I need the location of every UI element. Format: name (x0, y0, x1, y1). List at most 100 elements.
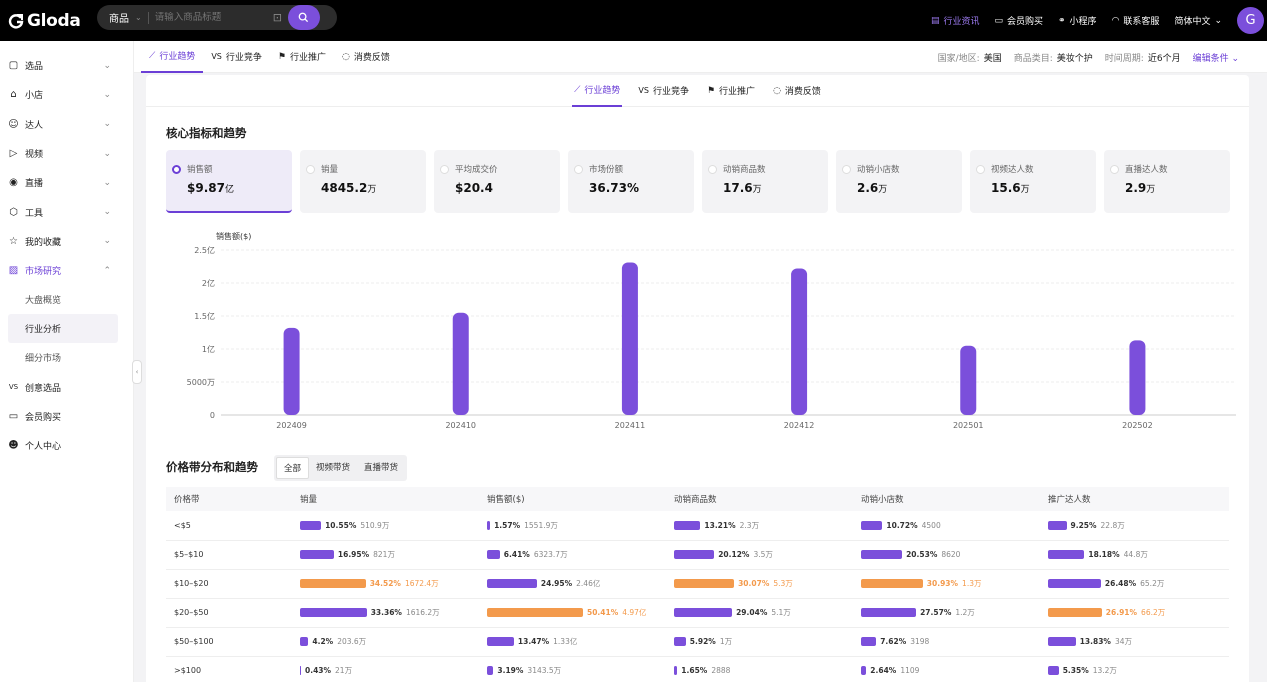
sidebar-subitem-0[interactable]: 大盘概览 (25, 296, 62, 307)
share-bar (674, 550, 715, 559)
bar[interactable] (960, 345, 977, 415)
price-band-cell: $20–$50 (166, 598, 292, 628)
tab-3[interactable]: ◌ 消费反馈 (334, 41, 398, 73)
top-nav-item-3[interactable]: ◠ 联系客服 (1112, 14, 1160, 28)
share-percent: 33.36% (370, 608, 402, 617)
sidebar-item-10[interactable]: ☻ 个人中心 (0, 431, 133, 460)
image-search-icon[interactable]: ⊡ (272, 11, 282, 24)
sidebar-item-3[interactable]: ▷ 视频 ⌄ (0, 139, 133, 168)
sidebar-item-4[interactable]: ◉ 直播 ⌄ (0, 168, 133, 197)
smile-icon: ☻ (8, 440, 19, 452)
top-nav-item-2[interactable]: ⚭ 小程序 (1058, 14, 1097, 28)
top-nav-item-0[interactable]: ▤ 行业资讯 (931, 14, 980, 28)
tab-3[interactable]: ◌ 消费反馈 (771, 75, 823, 107)
search-button[interactable] (287, 5, 320, 30)
y-tick-label: 1.5亿 (194, 311, 215, 321)
share-bar (300, 550, 334, 559)
sidebar-item-9[interactable]: ▭ 会员购买 (0, 402, 133, 431)
sidebar-subitem-1[interactable]: 行业分析 (8, 314, 118, 344)
chevron-down-icon: ⌄ (135, 13, 142, 22)
sidebar-item-5[interactable]: ⬡ 工具 ⌄ (0, 197, 133, 226)
column-header: 价格带 (166, 487, 292, 511)
share-bar (861, 608, 917, 617)
metric-card[interactable]: 市场份额 36.73% (568, 150, 694, 213)
search-input[interactable] (154, 12, 273, 23)
radio-button[interactable] (306, 165, 315, 174)
chart-icon: ▨ (8, 265, 19, 277)
share-value: 1万 (719, 637, 733, 646)
sidebar-item-label: 个人中心 (25, 442, 62, 453)
price-filter-0[interactable]: 全部 (276, 457, 310, 479)
share-bar (674, 637, 686, 646)
bar[interactable] (1129, 340, 1146, 415)
x-tick-label: 202409 (276, 421, 307, 430)
collapse-sidebar-button[interactable]: ‹ (132, 360, 142, 384)
sidebar-item-6[interactable]: ☆ 我的收藏 ⌄ (0, 227, 133, 256)
radio-button[interactable] (842, 165, 851, 174)
share-bar (861, 550, 903, 559)
share-bar (674, 579, 735, 588)
tab-label: 行业竞争 (652, 87, 689, 97)
metric-cell: 20.12% 3.5万 (666, 540, 853, 570)
share-bar (300, 608, 367, 617)
radio-button[interactable] (172, 165, 181, 174)
share-bar (1048, 520, 1067, 530)
price-filter-1[interactable]: 视频带货 (316, 463, 351, 473)
share-percent: 26.91% (1105, 608, 1138, 617)
sidebar-item-8[interactable]: VS 创意选品 (0, 372, 133, 401)
share-percent: 26.48% (1104, 579, 1137, 588)
metric-card[interactable]: 直播达人数 2.9万 (1104, 150, 1230, 213)
tab-2[interactable]: ⚑ 行业推广 (705, 75, 757, 107)
link-icon: ⚭ (1058, 15, 1066, 26)
radio-button[interactable] (574, 165, 583, 174)
price-band-cell: $5–$10 (166, 540, 292, 570)
bar[interactable] (791, 268, 808, 415)
metric-cell: 0.43% 21万 (292, 656, 479, 682)
share-bar (300, 666, 301, 675)
metric-number: 2.9 (1125, 181, 1147, 195)
search-category-select[interactable]: 商品 ⌄ (109, 10, 142, 25)
bar[interactable] (283, 327, 300, 415)
sidebar-item-7[interactable]: ▨ 市场研究 ⌃ (0, 256, 133, 285)
trend-icon: ⟋ (574, 84, 581, 95)
logo[interactable]: Gloda (8, 11, 81, 31)
radio-button[interactable] (1110, 165, 1119, 174)
price-filter-2[interactable]: 直播带货 (364, 463, 399, 473)
avatar[interactable]: G (1237, 7, 1264, 34)
top-nav-item-4[interactable]: 简体中文 ⌄ (1174, 14, 1222, 28)
share-percent: 5.35% (1062, 666, 1089, 675)
tab-0[interactable]: ⟋ 行业趋势 (572, 75, 623, 107)
tab-0[interactable]: ⟋ 行业趋势 (141, 41, 204, 73)
metric-card[interactable]: 销售额 $9.87亿 (166, 150, 292, 213)
sidebar-item-label: 创意选品 (25, 383, 62, 394)
metric-card[interactable]: 视频达人数 15.6万 (970, 150, 1096, 213)
metric-card[interactable]: 平均成交价 $20.4 (434, 150, 560, 213)
period-value: 近6个月 (1147, 53, 1181, 64)
card-icon: ▭ (994, 15, 1003, 26)
tab-1[interactable]: VS 行业竞争 (203, 41, 270, 73)
radio-button[interactable] (440, 165, 449, 174)
sidebar-item-0[interactable]: ▢ 选品 ⌄ (0, 51, 133, 80)
sidebar-item-2[interactable]: ☺ 达人 ⌄ (0, 110, 133, 139)
radio-button[interactable] (976, 165, 985, 174)
bar[interactable] (452, 312, 469, 415)
share-bar (861, 637, 877, 646)
share-bar (487, 579, 537, 588)
table-row: $50–$100 4.2% 203.6万 13.47% 1.33亿 5.92% 1万 7.62… (166, 627, 1229, 657)
sidebar-subitem-2[interactable]: 细分市场 (25, 354, 62, 365)
radio-button[interactable] (708, 165, 717, 174)
column-header: 销量 (292, 487, 479, 511)
top-nav-item-1[interactable]: ▭ 会员购买 (994, 14, 1043, 28)
metric-card[interactable]: 销量 4845.2万 (300, 150, 426, 213)
metric-card[interactable]: 动销小店数 2.6万 (836, 150, 962, 213)
tab-1[interactable]: VS 行业竞争 (636, 75, 691, 107)
share-value: 66.2万 (1141, 608, 1166, 617)
metric-value: $20.4 (455, 181, 560, 195)
main-content: ⟋ 行业趋势 VS 行业竞争 ⚑ 行业推广 ◌ 消费反馈 核心指标和趋势 销售额 $9.87亿销… (134, 73, 1267, 682)
metric-number: $20.4 (455, 181, 493, 195)
metric-card[interactable]: 动销商品数 17.6万 (702, 150, 828, 213)
tab-2[interactable]: ⚑ 行业推广 (270, 41, 334, 73)
edit-conditions-button[interactable]: 编辑条件 ⌄ (1192, 53, 1239, 64)
bar[interactable] (621, 262, 638, 415)
sidebar-item-1[interactable]: ⌂ 小店 ⌄ (0, 80, 133, 109)
